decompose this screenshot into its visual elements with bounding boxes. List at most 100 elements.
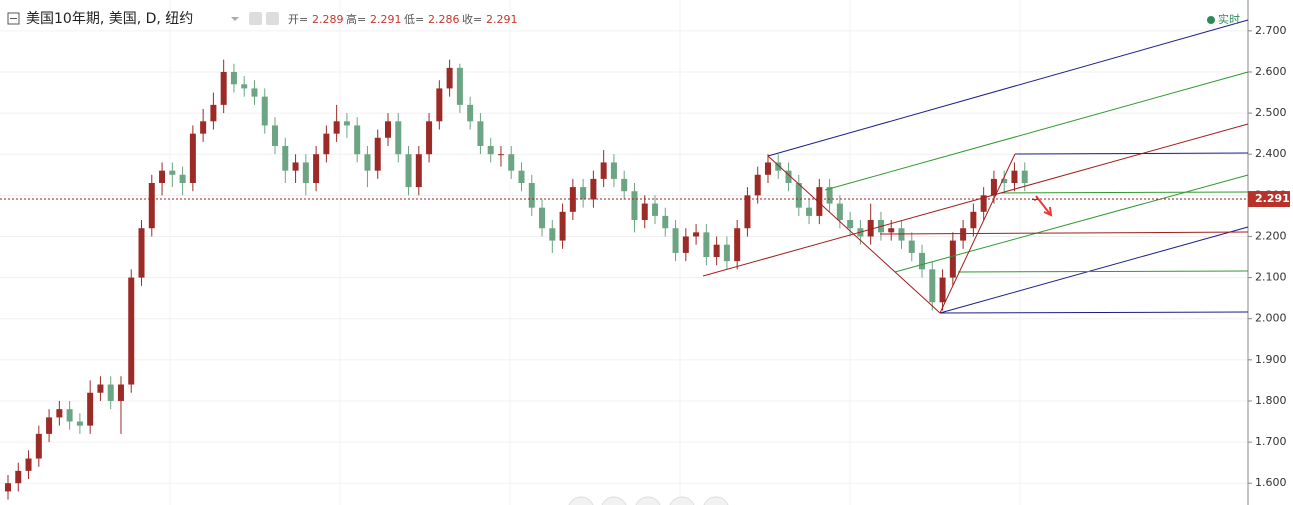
y-tick-label: 1.700 bbox=[1255, 435, 1287, 448]
candles bbox=[5, 59, 1038, 500]
candle-body bbox=[662, 215, 669, 229]
candle-body bbox=[785, 170, 792, 184]
ohlc-value: 2.291 bbox=[486, 13, 518, 26]
y-tick-label: 2.500 bbox=[1255, 106, 1287, 119]
candle-body bbox=[960, 228, 967, 241]
ohlc-value: 2.286 bbox=[428, 13, 460, 26]
candle-body bbox=[467, 104, 474, 122]
fib-line bbox=[999, 191, 1249, 194]
candle-body bbox=[652, 203, 659, 216]
candle-body bbox=[621, 178, 628, 192]
pitchfork-line bbox=[894, 174, 1249, 273]
nav-button[interactable] bbox=[568, 496, 594, 505]
candle-body bbox=[107, 384, 114, 401]
candle-body bbox=[333, 121, 340, 134]
candle-body bbox=[641, 203, 648, 221]
candle-body bbox=[200, 121, 207, 134]
candle-body bbox=[5, 483, 11, 492]
candle-body bbox=[549, 228, 556, 241]
candle-body bbox=[35, 433, 42, 459]
candle-body bbox=[888, 228, 895, 233]
last-price-box bbox=[1248, 191, 1290, 208]
nav-button[interactable] bbox=[601, 496, 627, 505]
symbol-title: 美国10年期, 美国, D, 纽约 bbox=[26, 11, 193, 27]
pitchfork-handle bbox=[767, 155, 941, 314]
status-dot bbox=[1207, 16, 1215, 24]
fib-line bbox=[939, 311, 1249, 314]
candle-body bbox=[508, 154, 515, 171]
candle-body bbox=[343, 121, 350, 126]
candle-body bbox=[826, 187, 833, 204]
nav-buttons bbox=[568, 496, 729, 505]
y-tick-label: 1.800 bbox=[1255, 394, 1287, 407]
candle-body bbox=[734, 228, 741, 262]
candle-body bbox=[518, 170, 525, 184]
candle-body bbox=[693, 232, 700, 237]
dropdown-icon[interactable] bbox=[231, 17, 239, 21]
fib-line bbox=[1014, 152, 1249, 155]
candle-body bbox=[1032, 199, 1038, 201]
arrow bbox=[1035, 195, 1053, 217]
candle-body bbox=[477, 121, 484, 146]
candle-body bbox=[354, 125, 361, 155]
nav-button[interactable] bbox=[669, 496, 695, 505]
pitchfork-line bbox=[767, 19, 1249, 157]
candle-body bbox=[25, 458, 32, 471]
candle-body bbox=[682, 236, 689, 253]
candle-body bbox=[908, 240, 915, 253]
candle-body bbox=[426, 121, 433, 155]
candle-body bbox=[220, 71, 227, 105]
candle-body bbox=[713, 244, 720, 258]
candle-body bbox=[580, 187, 587, 200]
collapse-icon[interactable] bbox=[7, 12, 20, 25]
candle-body bbox=[764, 162, 771, 175]
ohlc-label: 低= bbox=[404, 13, 424, 26]
candle-body bbox=[210, 104, 217, 122]
candle-body bbox=[919, 252, 926, 270]
candle-body bbox=[323, 133, 330, 155]
settings-icon[interactable] bbox=[266, 12, 279, 25]
grid bbox=[0, 0, 1248, 505]
candle-body bbox=[302, 162, 309, 184]
candle-body bbox=[929, 269, 936, 303]
candle-body bbox=[980, 195, 987, 212]
candle-body bbox=[836, 203, 843, 221]
candle-body bbox=[590, 178, 597, 200]
nav-button[interactable] bbox=[635, 496, 661, 505]
candle-body bbox=[949, 240, 956, 278]
pitchfork-line bbox=[702, 123, 1249, 277]
candle-body bbox=[487, 145, 494, 155]
candle-body bbox=[364, 154, 371, 171]
candle-body bbox=[87, 392, 94, 426]
candle-body bbox=[128, 277, 135, 385]
fib-line bbox=[879, 231, 1249, 235]
nav-button[interactable] bbox=[703, 496, 729, 505]
candle-body bbox=[672, 228, 679, 253]
candle-body bbox=[806, 207, 813, 216]
candle-body bbox=[405, 154, 412, 188]
candle-body bbox=[272, 125, 279, 146]
candle-body bbox=[436, 88, 443, 122]
settings-icon[interactable] bbox=[249, 12, 262, 25]
candle-body bbox=[816, 187, 823, 216]
candle-body bbox=[241, 84, 248, 89]
candle-body bbox=[867, 220, 874, 237]
candle-body bbox=[631, 191, 638, 221]
candle-body bbox=[456, 67, 463, 105]
pitchfork-drawings bbox=[702, 19, 1249, 314]
y-tick-label: 2.100 bbox=[1255, 271, 1287, 284]
candle-body bbox=[97, 384, 104, 393]
candle-body bbox=[148, 183, 155, 229]
price-axis: 1.6001.7001.8001.9002.0002.1002.2002.300… bbox=[1248, 24, 1290, 489]
candle-body bbox=[1011, 170, 1018, 184]
candle-body bbox=[251, 88, 258, 97]
candle-body bbox=[292, 162, 299, 171]
y-tick-label: 1.600 bbox=[1255, 476, 1287, 489]
pitchfork-line bbox=[939, 226, 1249, 314]
y-tick-label: 1.900 bbox=[1255, 353, 1287, 366]
candle-body bbox=[497, 154, 504, 156]
candle-body bbox=[159, 170, 166, 184]
last-price-label: 2.291 bbox=[1255, 192, 1290, 205]
candle-body bbox=[847, 220, 854, 229]
candle-body bbox=[1021, 170, 1028, 184]
